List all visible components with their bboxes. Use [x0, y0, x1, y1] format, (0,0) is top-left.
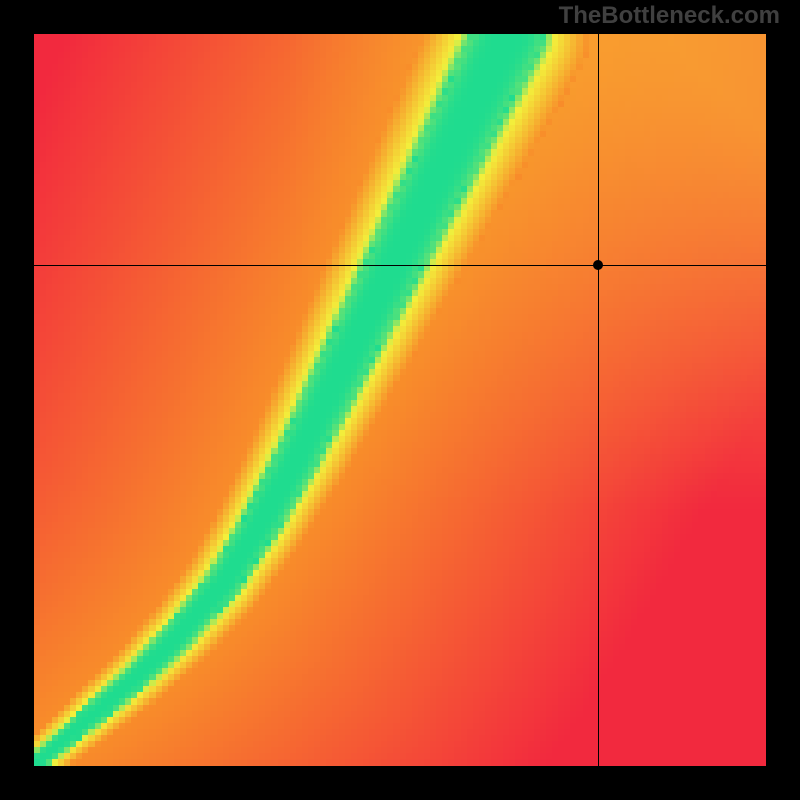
crosshair-horizontal [34, 265, 766, 266]
crosshair-vertical [598, 34, 599, 766]
heatmap-plot-area [34, 34, 766, 766]
heatmap-canvas [34, 34, 766, 766]
watermark-text: TheBottleneck.com [559, 2, 780, 30]
crosshair-marker-dot [593, 260, 603, 270]
